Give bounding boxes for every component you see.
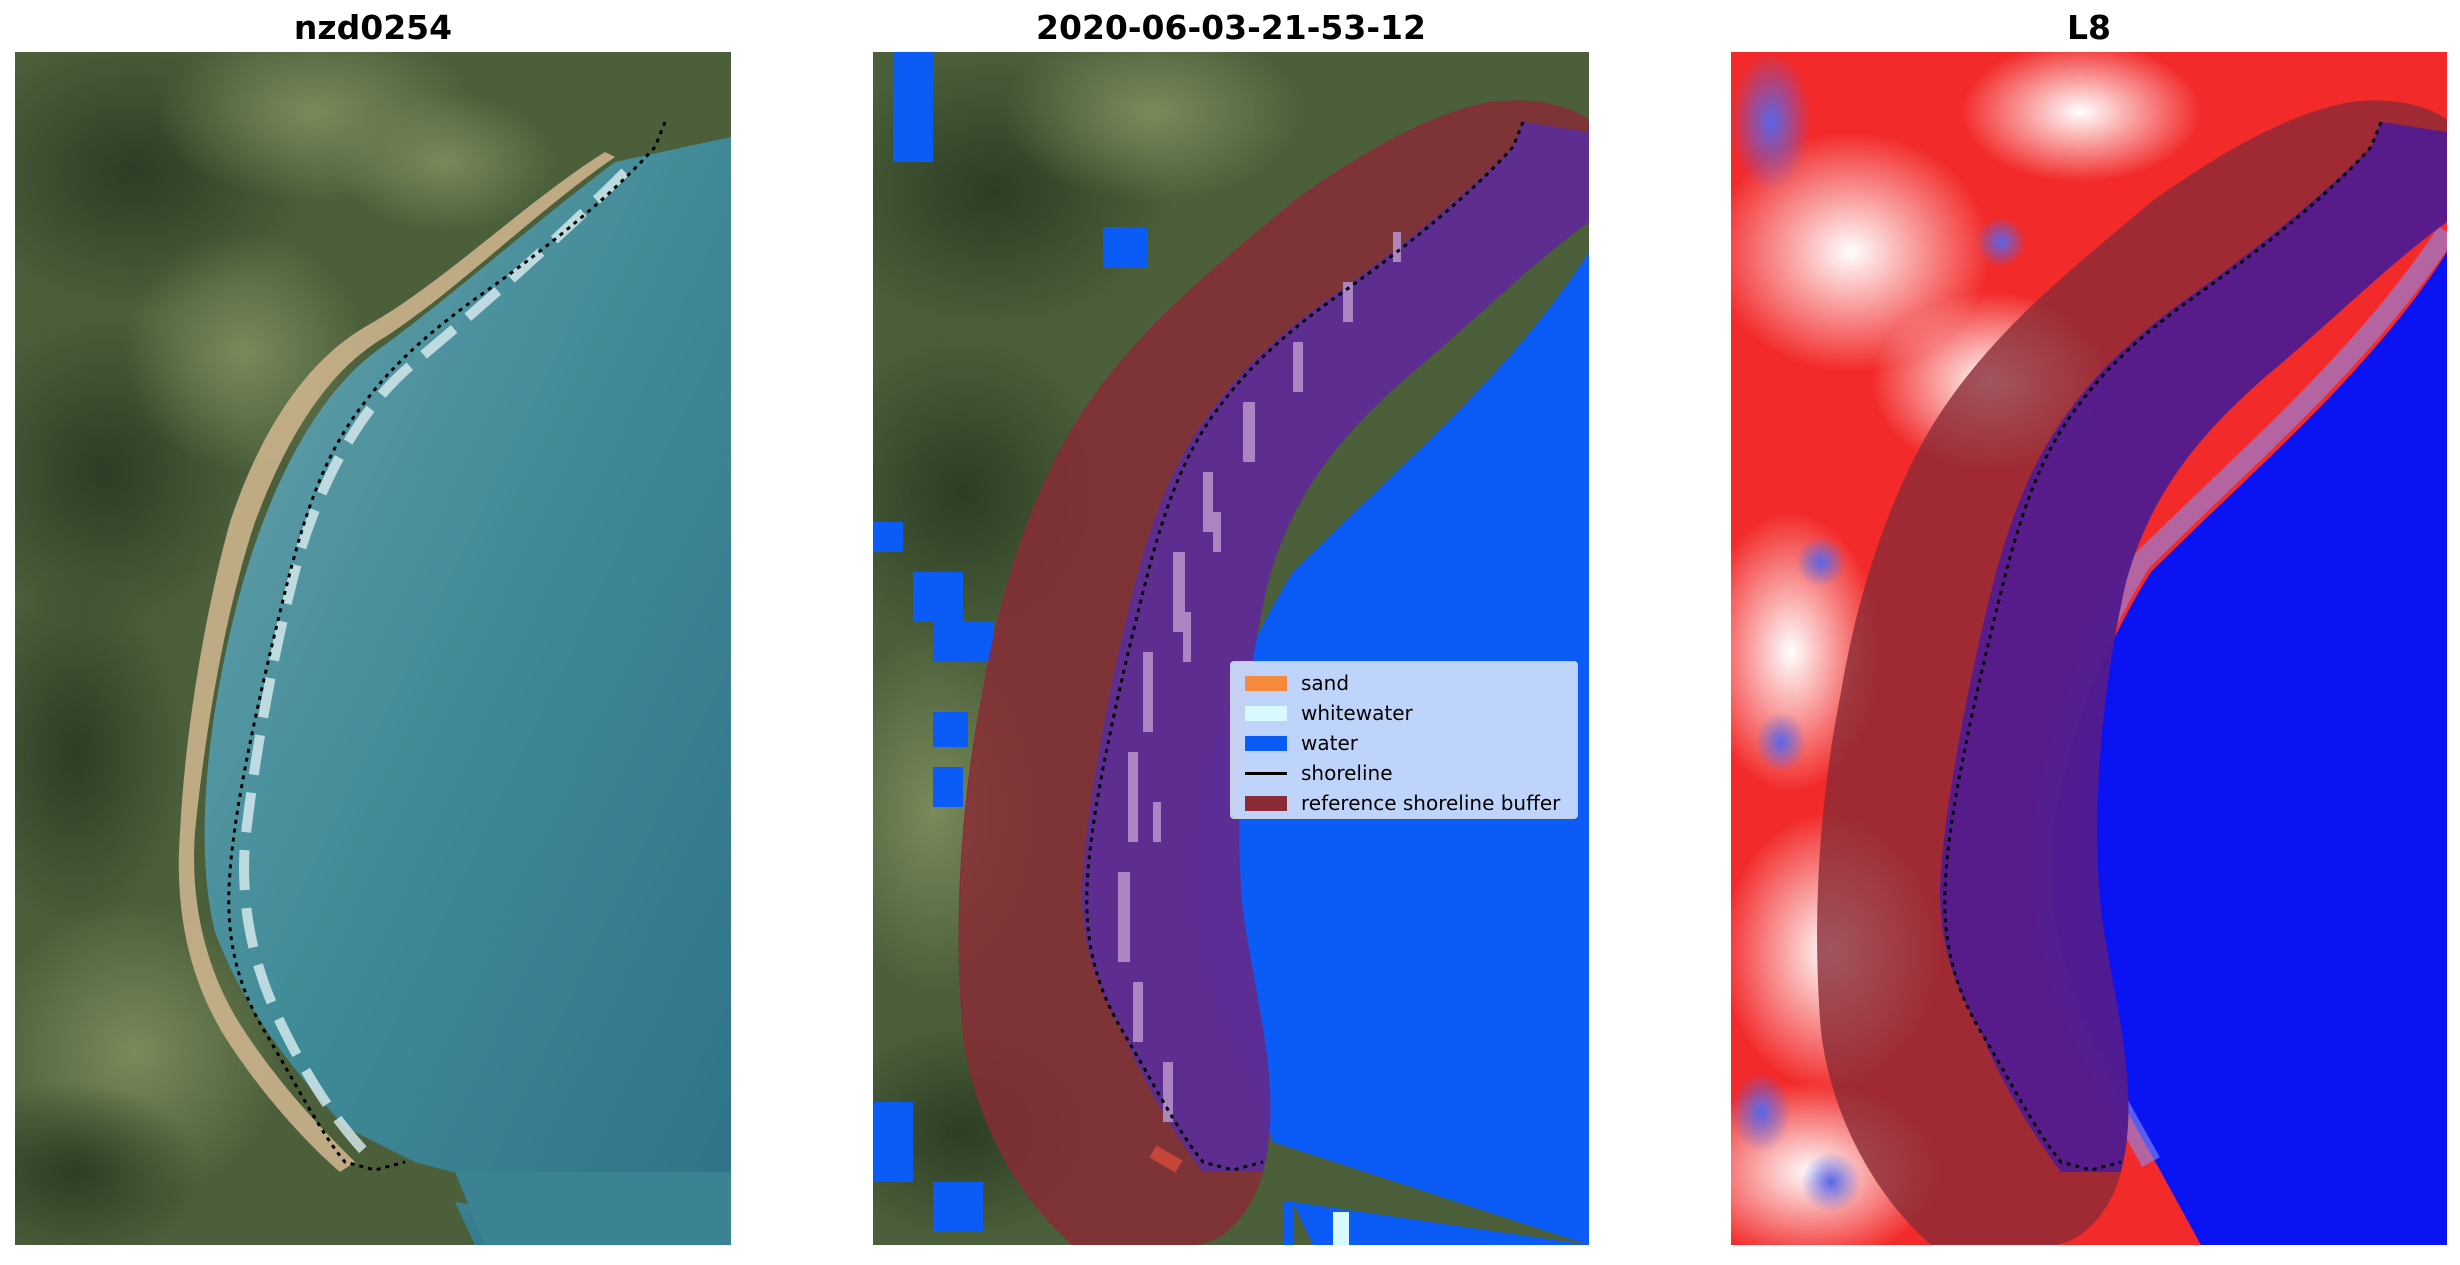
ocean-bottom — [455, 1172, 731, 1245]
index-water — [2050, 252, 2447, 1245]
detected-shoreline — [1085, 121, 1525, 1172]
legend-entry-water: water — [1241, 728, 1567, 758]
whitewater-swatch — [1245, 706, 1287, 721]
shoreline-line-swatch — [1245, 772, 1287, 775]
legend-entry-reference-buffer: reference shoreline buffer — [1241, 788, 1567, 818]
classification-image — [873, 52, 1589, 1245]
legend: sand whitewater water shoreline referenc… — [1230, 661, 1578, 819]
legend-label: reference shoreline buffer — [1301, 791, 1561, 815]
ocean-area — [204, 137, 731, 1245]
legend-entry-shoreline: shoreline — [1241, 758, 1567, 788]
legend-label: water — [1301, 731, 1358, 755]
index-shoreline — [1943, 121, 2383, 1172]
beach-strip — [178, 152, 615, 1172]
water-swatch — [1245, 736, 1287, 751]
rgb-satellite-image — [15, 52, 731, 1245]
reference-shoreline — [227, 121, 667, 1172]
surf-zone — [239, 168, 629, 1161]
panel-title-classification: 2020-06-03-21-53-12 — [1036, 8, 1426, 47]
panel-title-index: L8 — [2067, 8, 2111, 47]
panel-title-rgb: nzd0254 — [293, 8, 453, 47]
legend-label: sand — [1301, 671, 1350, 695]
legend-entry-whitewater: whitewater — [1241, 698, 1567, 728]
whitewater-pixels — [1118, 232, 1401, 1122]
buffer-swatch — [1245, 796, 1287, 811]
buffer-water-overlap — [1082, 122, 1589, 1172]
index-image — [1731, 52, 2447, 1245]
legend-label: shoreline — [1301, 761, 1393, 785]
sand-swatch — [1245, 676, 1287, 691]
legend-entry-sand: sand — [1241, 668, 1567, 698]
legend-label: whitewater — [1301, 701, 1413, 725]
